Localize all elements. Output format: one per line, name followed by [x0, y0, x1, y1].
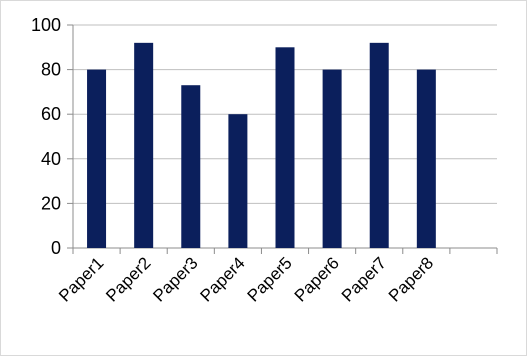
x-tick-label: Paper3 [149, 253, 201, 305]
bars [87, 42, 436, 249]
y-tick-label: 80 [41, 60, 61, 80]
y-tick-label: 0 [51, 238, 61, 258]
bar-paper8 [416, 69, 436, 248]
x-tick-label: Paper7 [338, 253, 390, 305]
bar-paper7 [369, 42, 389, 249]
bar-paper2 [134, 42, 154, 249]
x-tick-label: Paper1 [55, 253, 107, 305]
x-tick-label: Paper4 [197, 253, 249, 305]
y-tick-label: 60 [41, 104, 61, 124]
y-tick-label: 40 [41, 149, 61, 169]
x-tick-label: Paper2 [102, 253, 154, 305]
y-tick-label: 20 [41, 193, 61, 213]
bar-paper4 [228, 114, 248, 248]
bar-paper6 [322, 69, 342, 248]
x-tick-label: Paper6 [291, 253, 343, 305]
x-tick-labels: Paper1Paper2Paper3Paper4Paper5Paper6Pape… [55, 253, 437, 305]
bar-paper5 [275, 47, 295, 248]
y-tick-labels: 0 20 40 60 80 100 [31, 15, 61, 258]
bar-paper3 [181, 85, 201, 249]
y-tick-label: 100 [31, 15, 61, 35]
x-tick-label: Paper8 [385, 253, 437, 305]
bar-paper1 [87, 69, 107, 248]
x-tick-label: Paper5 [244, 253, 296, 305]
